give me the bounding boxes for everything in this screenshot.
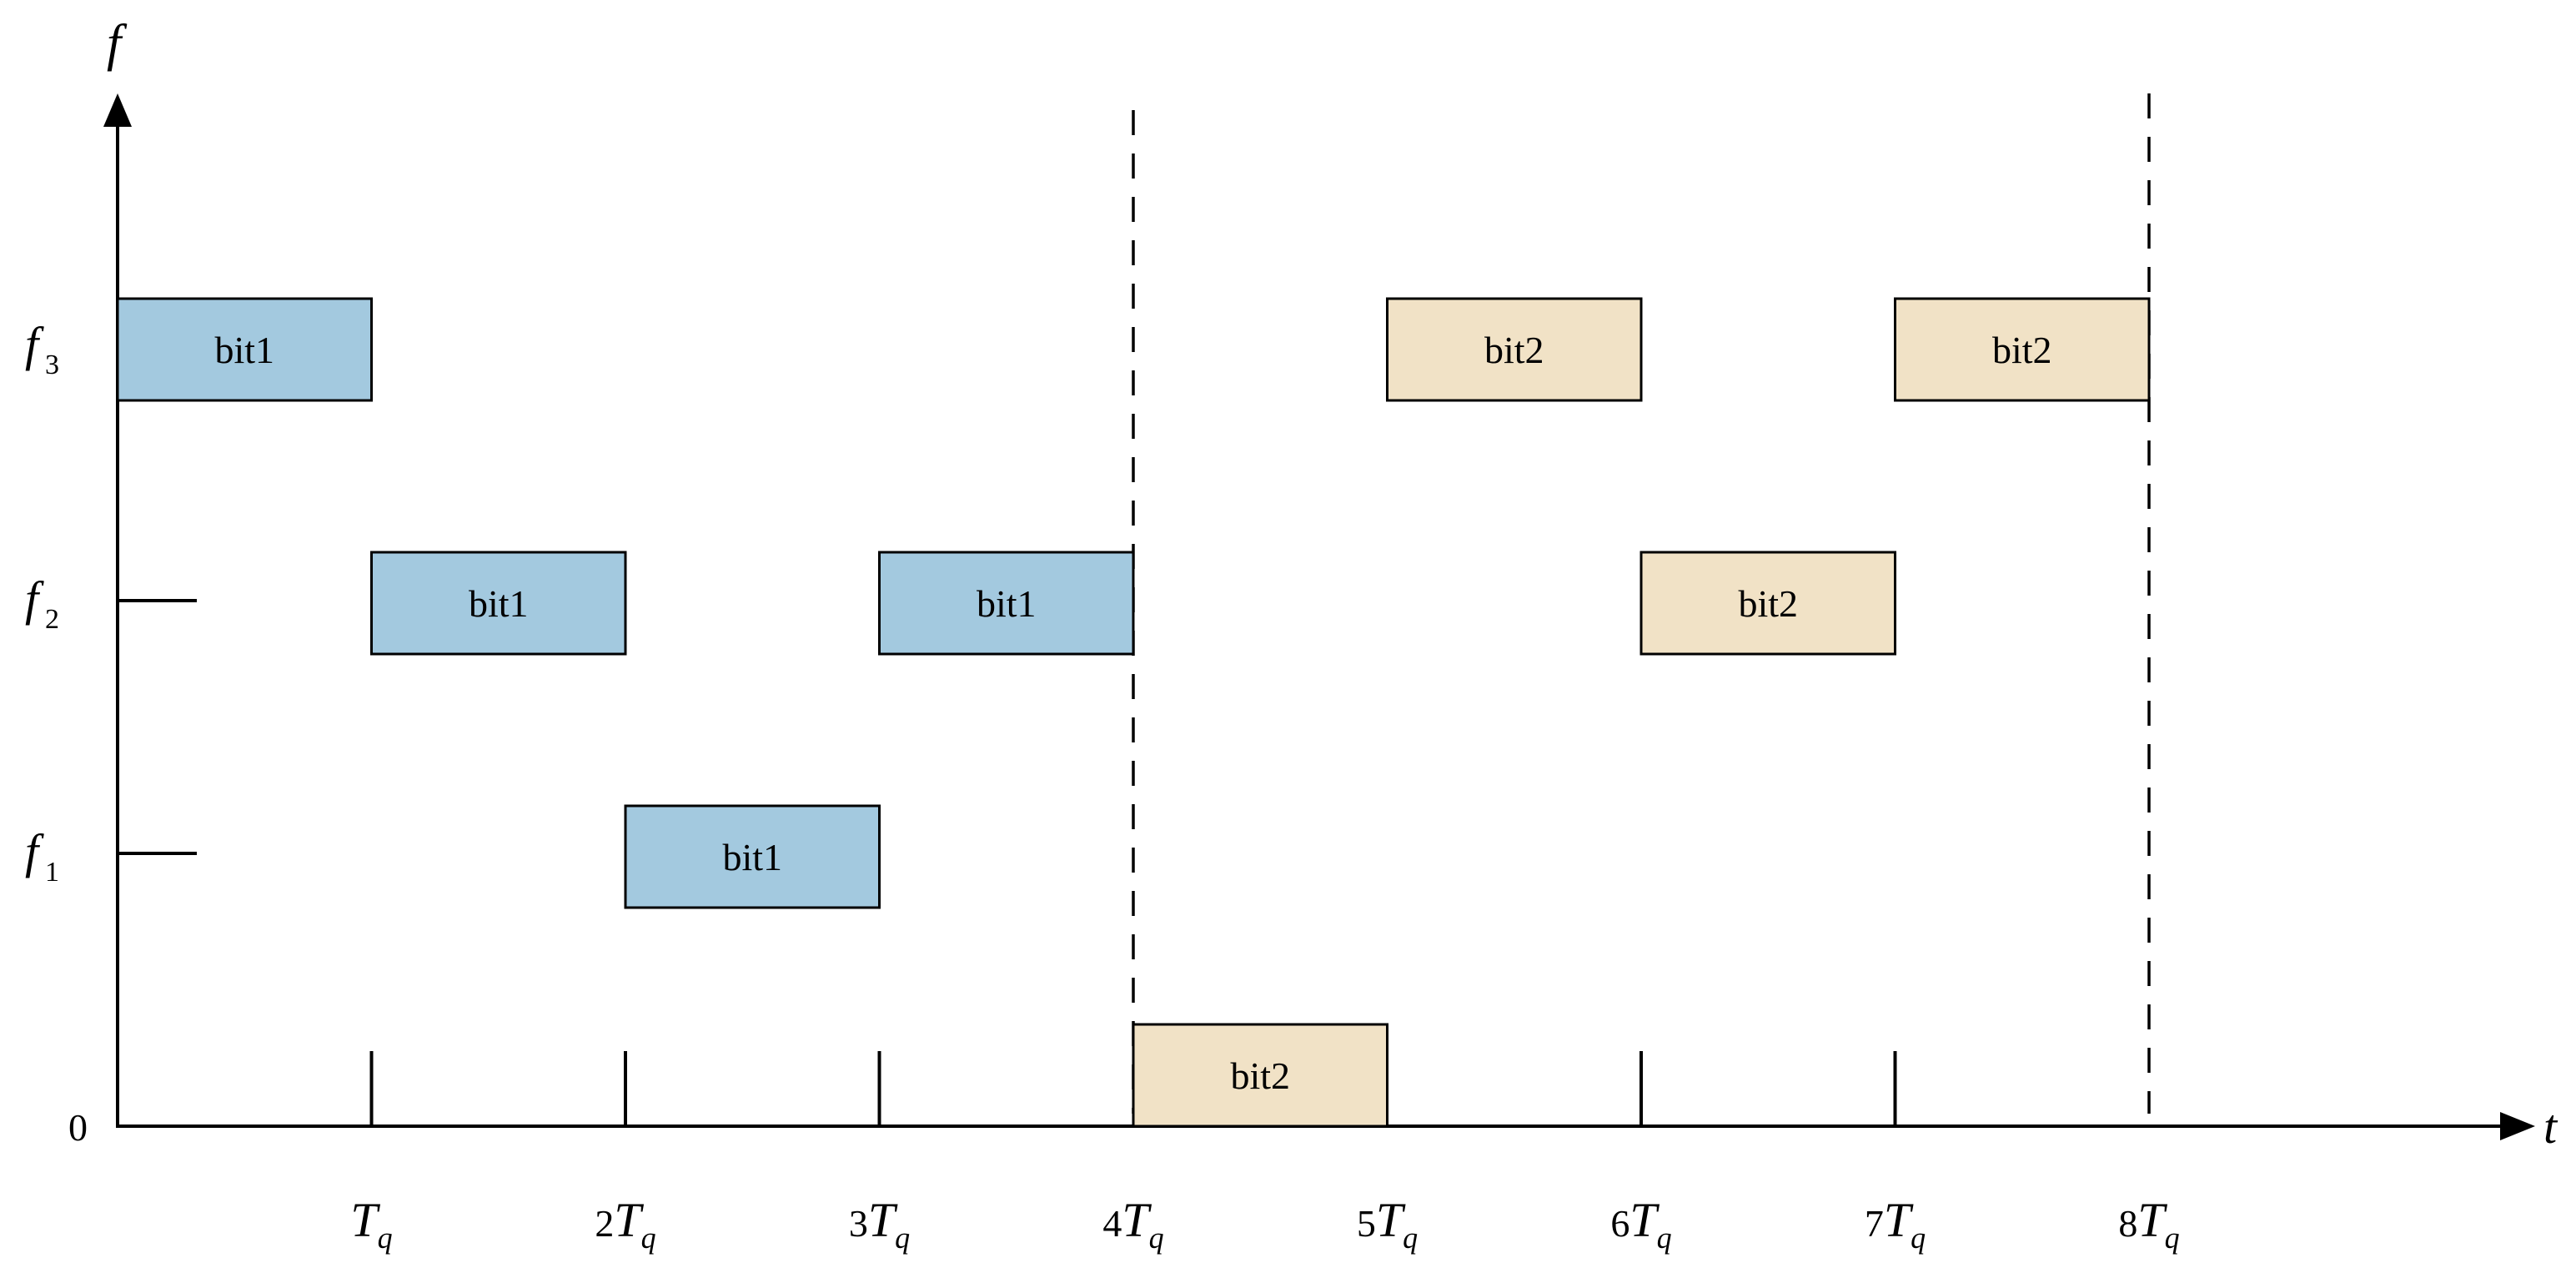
- time-tick-label: Tq: [350, 1193, 392, 1255]
- bit1-block: bit1: [116, 297, 373, 402]
- bit1-block: bit1: [878, 551, 1135, 656]
- bit1-block-rect: [878, 551, 1135, 656]
- y-tick-label-base: f: [25, 317, 44, 371]
- time-tick-label: 4Tq: [1102, 1193, 1163, 1255]
- bit1-block-label: bit1: [469, 582, 529, 625]
- time-tick-label: 2Tq: [595, 1193, 655, 1255]
- y-tick-label-f1: f 1: [25, 824, 59, 888]
- y-tick-label-sub: 2: [45, 604, 59, 635]
- x-axis-label: t: [2543, 1099, 2558, 1154]
- bit2-block-label: bit2: [1738, 582, 1798, 625]
- y-tick-label-sub: 1: [45, 857, 59, 888]
- time-ticks: [369, 1051, 1897, 1126]
- bit2-block: bit2: [1894, 297, 2151, 402]
- y-tick-label-base: f: [25, 571, 44, 626]
- bit2-block-rect: [1640, 551, 1896, 656]
- bit1-block-rect: [116, 297, 373, 402]
- y-axis-label: f: [107, 15, 128, 72]
- time-tick-label: 3Tq: [849, 1193, 910, 1255]
- bit2-block: bit2: [1640, 551, 1896, 656]
- bit-blocks: bit1 bit1 bit1 bit1 bit2 bit2 bit2 bit2: [116, 297, 2151, 1128]
- y-tick-label-f2: f 2: [25, 571, 59, 635]
- time-tick-label: 8Tq: [2118, 1193, 2179, 1255]
- bit1-block-rect: [370, 551, 627, 656]
- time-tick-label: 7Tq: [1865, 1193, 1926, 1255]
- time-tick-label: 5Tq: [1357, 1193, 1418, 1255]
- bit2-block-label: bit2: [1992, 329, 2052, 371]
- y-tick-label-f3: f 3: [25, 317, 59, 380]
- x-axis-arrowhead: [2500, 1112, 2535, 1140]
- y-tick-label-base: f: [25, 824, 44, 878]
- bit2-block-label: bit2: [1484, 329, 1544, 371]
- bit2-block-label: bit2: [1230, 1054, 1290, 1097]
- bit1-block: bit1: [624, 804, 881, 909]
- origin-label: 0: [68, 1106, 88, 1149]
- bit2-block-rect: [1132, 1023, 1388, 1128]
- y-tick-label-sub: 3: [45, 350, 59, 380]
- bit1-block-label: bit1: [722, 836, 782, 878]
- bit1-block-label: bit1: [977, 582, 1037, 625]
- bit2-block: bit2: [1132, 1023, 1388, 1128]
- time-tick-labels: Tq 2Tq 3Tq 4Tq 5Tq 6Tq 7Tq 8Tq: [350, 1193, 2179, 1255]
- y-axis-arrowhead: [103, 93, 132, 127]
- bit2-block: bit2: [1386, 297, 1643, 402]
- bit1-block-rect: [624, 804, 881, 909]
- bit1-block: bit1: [370, 551, 627, 656]
- bit2-block-rect: [1894, 297, 2151, 402]
- time-tick-label: 6Tq: [1610, 1193, 1671, 1255]
- bit2-block-rect: [1386, 297, 1643, 402]
- bit1-block-label: bit1: [214, 329, 274, 371]
